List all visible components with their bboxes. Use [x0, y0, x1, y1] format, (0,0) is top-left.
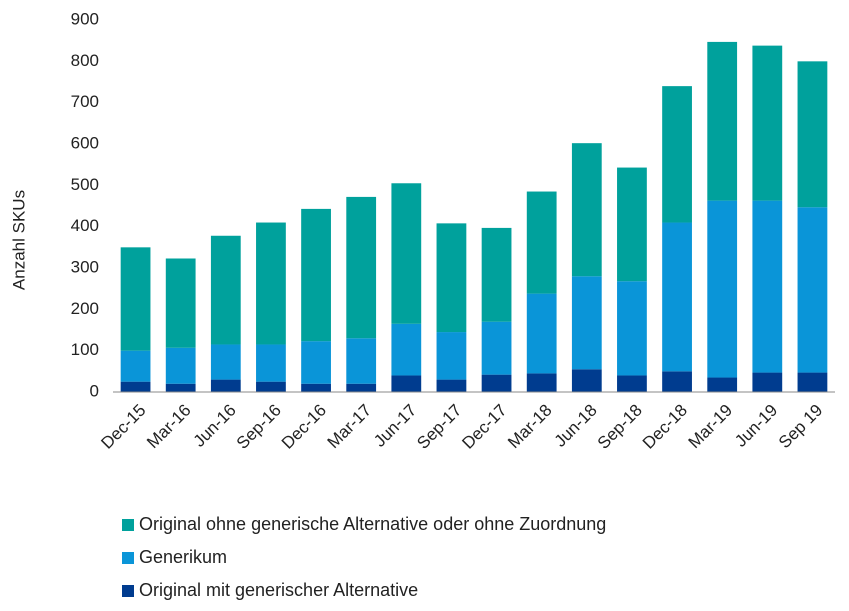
- bar-segment: [346, 196, 377, 339]
- bar-segment: [526, 293, 557, 374]
- bar-segment: [346, 383, 377, 392]
- bar-segment: [120, 350, 151, 382]
- bar-segment: [120, 381, 151, 392]
- bar-segment: [526, 373, 557, 392]
- bar-segment: [301, 208, 331, 342]
- x-tick-label: Dec-15: [97, 401, 149, 453]
- y-tick-label: 0: [90, 381, 99, 400]
- x-tick-label: Sep-16: [233, 401, 285, 453]
- legend-label: Original ohne generische Alternative ode…: [139, 514, 606, 534]
- bar-segment: [436, 223, 467, 333]
- x-tick-label: Mar-19: [685, 401, 737, 453]
- bar-segment: [662, 371, 692, 392]
- y-tick-label: 200: [71, 299, 99, 318]
- bar-segment: [301, 341, 331, 384]
- y-tick-label: 500: [71, 175, 99, 194]
- bar-segment: [481, 227, 512, 322]
- y-tick-label: 400: [71, 216, 99, 235]
- bar-segment: [256, 222, 286, 345]
- bar-segment: [797, 61, 828, 208]
- y-tick-label: 800: [71, 51, 99, 70]
- x-tick-label: Jun-18: [551, 401, 601, 451]
- x-tick-label: Dec-17: [458, 401, 510, 453]
- bar-segment: [571, 143, 602, 277]
- bar-segment: [707, 200, 738, 378]
- y-tick-label: 600: [71, 133, 99, 152]
- bar-segment: [436, 332, 467, 380]
- bar-segment: [752, 45, 783, 201]
- bar-segment: [752, 200, 783, 373]
- bar-segment: [256, 381, 286, 392]
- bar-segment: [165, 383, 196, 392]
- bar-segment: [391, 375, 422, 392]
- x-tick-label: Sep 19: [775, 401, 827, 453]
- y-tick-label: 900: [71, 9, 99, 28]
- bar-segment: [346, 338, 377, 384]
- bar-segment: [165, 347, 196, 384]
- bar-segment: [481, 321, 512, 375]
- x-tick-label: Mar-17: [324, 401, 376, 453]
- bar-segment: [797, 207, 828, 373]
- bar-segment: [571, 369, 602, 392]
- bar-segment: [571, 276, 602, 370]
- legend-swatch: [122, 552, 134, 564]
- bar-segment: [707, 377, 738, 392]
- bar-segment: [391, 323, 422, 376]
- x-tick-label: Sep-18: [594, 401, 646, 453]
- y-tick-label: 300: [71, 257, 99, 276]
- bar-segment: [120, 247, 151, 351]
- y-tick-label: 700: [71, 92, 99, 111]
- bar-segment: [256, 344, 286, 382]
- bar-segment: [210, 344, 241, 380]
- x-tick-label: Sep-17: [413, 401, 465, 453]
- bar-segment: [301, 383, 331, 392]
- bar-segment: [662, 86, 692, 223]
- bar-segment: [617, 167, 647, 282]
- bar-segment: [617, 375, 647, 392]
- x-tick-label: Dec-18: [639, 401, 691, 453]
- bar-segment: [707, 41, 738, 201]
- bar-segment: [797, 372, 828, 392]
- bar-segment: [617, 281, 647, 376]
- bar-segment: [391, 183, 422, 324]
- y-axis-title: Anzahl SKUs: [9, 190, 28, 290]
- legend-swatch: [122, 585, 134, 597]
- bar-segment: [210, 379, 241, 392]
- legend-label: Generikum: [139, 547, 227, 567]
- x-tick-label: Jun-19: [731, 401, 781, 451]
- x-tick-label: Jun-16: [190, 401, 240, 451]
- bar-segment: [662, 222, 692, 372]
- x-tick-label: Jun-17: [370, 401, 420, 451]
- x-tick-label: Dec-16: [278, 401, 330, 453]
- legend-swatch: [122, 519, 134, 531]
- y-tick-label: 100: [71, 340, 99, 359]
- bar-segment: [436, 379, 467, 392]
- x-tick-label: Mar-16: [143, 401, 195, 453]
- bar-segment: [210, 235, 241, 345]
- bar-segment: [481, 374, 512, 392]
- bar-segment: [752, 372, 783, 392]
- bar-segment: [165, 258, 196, 348]
- bar-segment: [526, 191, 557, 294]
- legend-label: Original mit generischer Alternative: [139, 580, 418, 600]
- x-tick-label: Mar-18: [504, 401, 556, 453]
